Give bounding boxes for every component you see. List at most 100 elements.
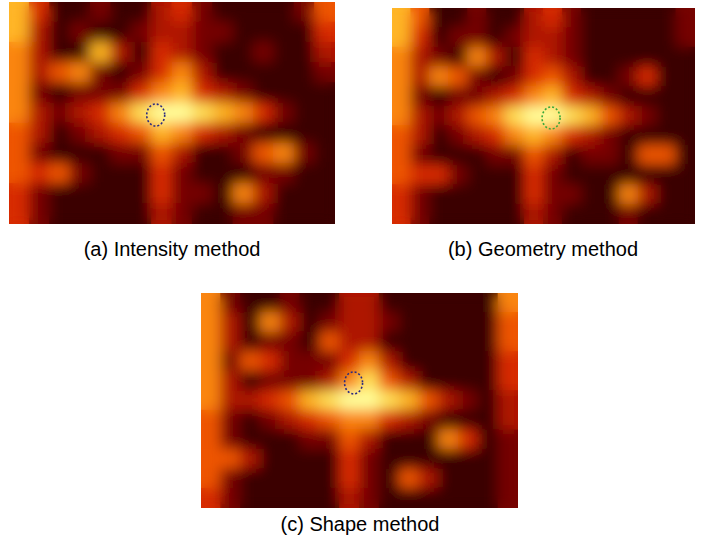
cell-smooth [220,332,241,353]
cell-smooth [478,390,499,411]
cell [392,66,411,87]
cell [220,468,241,489]
cell-smooth [90,183,111,204]
cell-smooth [505,106,525,127]
cell [410,27,430,48]
cell [638,145,658,166]
cell-smooth [240,410,261,431]
cell [29,163,50,184]
cell [201,332,221,353]
cell-smooth [319,332,340,353]
cell-smooth [131,102,152,123]
cell-smooth [543,47,563,68]
cell-smooth [49,2,70,23]
cell [131,42,152,63]
cell [498,390,518,411]
cell-smooth [280,351,301,372]
cell-smooth [619,8,639,28]
heatmap [9,2,335,224]
cell-smooth [9,163,30,184]
cell [220,390,241,411]
cell [172,22,193,43]
cell-smooth [600,125,620,146]
cell [131,183,152,204]
cell-smooth [524,86,544,107]
cell-smooth [253,102,274,123]
cell [300,312,321,333]
cell-smooth [260,488,281,508]
cell [319,410,340,431]
cell-smooth [280,410,301,431]
cell [201,449,221,470]
cell [339,293,360,313]
cell-smooth [300,312,321,333]
cell [151,102,172,123]
cell [562,106,582,127]
cell [280,488,301,508]
cell [70,62,91,83]
cell-smooth [131,82,152,103]
cell-smooth [429,125,449,146]
cell [273,123,294,144]
cell-smooth [131,143,152,164]
cell [110,203,131,224]
cell-smooth [233,183,254,204]
cell [314,183,335,204]
cell [260,429,281,450]
cell [619,106,639,127]
cell [543,47,563,68]
cell-smooth [438,468,459,489]
cell-smooth [562,27,582,48]
cell-smooth [172,203,193,224]
cell [399,429,420,450]
cell [399,293,420,313]
cell-smooth [498,351,518,372]
cell-smooth [478,488,499,508]
cell [600,145,620,166]
cell [131,123,152,144]
cell-smooth [29,82,50,103]
cell [300,293,321,313]
cell [359,332,380,353]
cell [498,312,518,333]
cell-smooth [359,410,380,431]
cell-smooth [294,123,315,144]
cell-smooth [638,125,658,146]
cell [131,22,152,43]
cell [467,66,487,87]
cell-smooth [131,163,152,184]
cell-smooth [151,82,172,103]
cell [379,293,400,313]
cell [151,203,172,224]
cell [379,410,400,431]
cell-smooth [280,390,301,411]
cell-smooth [339,429,360,450]
cell-smooth [253,143,274,164]
cell-smooth [280,293,301,313]
cell-smooth [294,183,315,204]
cell [29,42,50,63]
cell [448,8,468,28]
cell-smooth [339,449,360,470]
cell-smooth [273,82,294,103]
cell [600,86,620,107]
cell [220,429,241,450]
cell [49,102,70,123]
cell-smooth [294,203,315,224]
cell-smooth [110,2,131,23]
cell-smooth [467,47,487,68]
cell-smooth [399,351,420,372]
cell-smooth [294,82,315,103]
cell [410,86,430,107]
cell [49,82,70,103]
figure: (a) Intensity method(b) Geometry method(… [0,0,701,551]
cell-smooth [29,102,50,123]
cell-smooth [29,62,50,83]
cell-smooth [110,183,131,204]
cells-base [392,8,695,224]
cell [240,390,261,411]
cell-smooth [260,351,281,372]
cell [151,42,172,63]
cell [448,47,468,68]
cell-smooth [70,123,91,144]
